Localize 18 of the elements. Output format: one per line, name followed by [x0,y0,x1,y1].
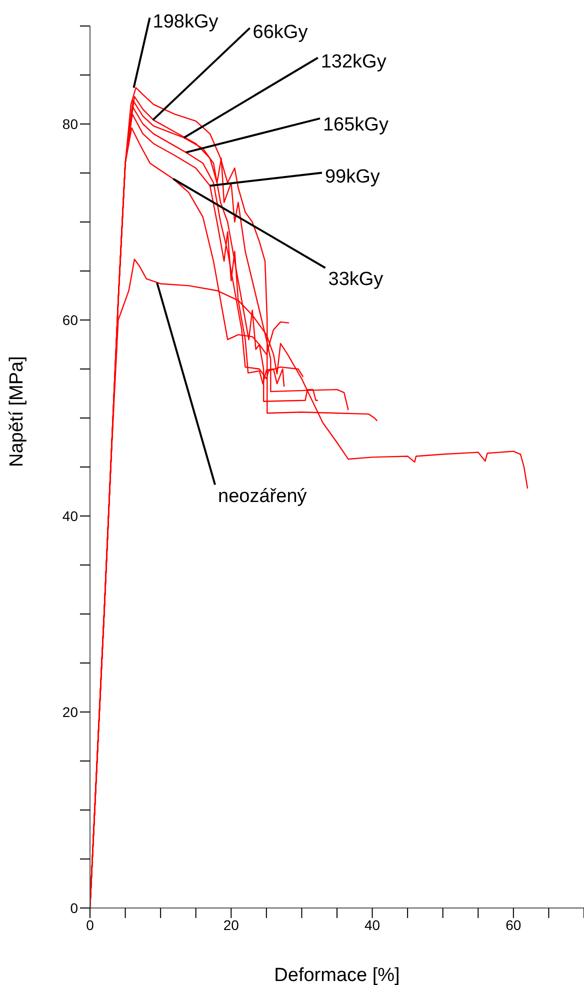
annotation: neozářený [218,486,308,507]
annotation: 33kGy [328,268,384,290]
annotation: 132kGy [320,52,387,73]
y-tick-label: 60 [62,312,78,328]
x-tick-label: 20 [223,916,240,933]
y-tick-label: 80 [62,116,78,132]
x-tick-label: 40 [364,916,380,933]
annotation: 99kGy [324,166,380,188]
y-tick-label: 0 [70,900,78,916]
x-tick-label: 60 [506,916,522,933]
annotation: 165kGy [322,114,389,136]
y-tick-label: 40 [62,508,78,524]
x-tick-label: 0 [86,916,94,933]
x-axis-title: Deformace [%] [274,965,400,985]
annotation: 198kGy [152,12,219,33]
y-axis-title: Napětí [MPa] [6,356,28,467]
annotation: 66kGy [252,22,308,44]
y-tick-label: 20 [62,704,78,720]
